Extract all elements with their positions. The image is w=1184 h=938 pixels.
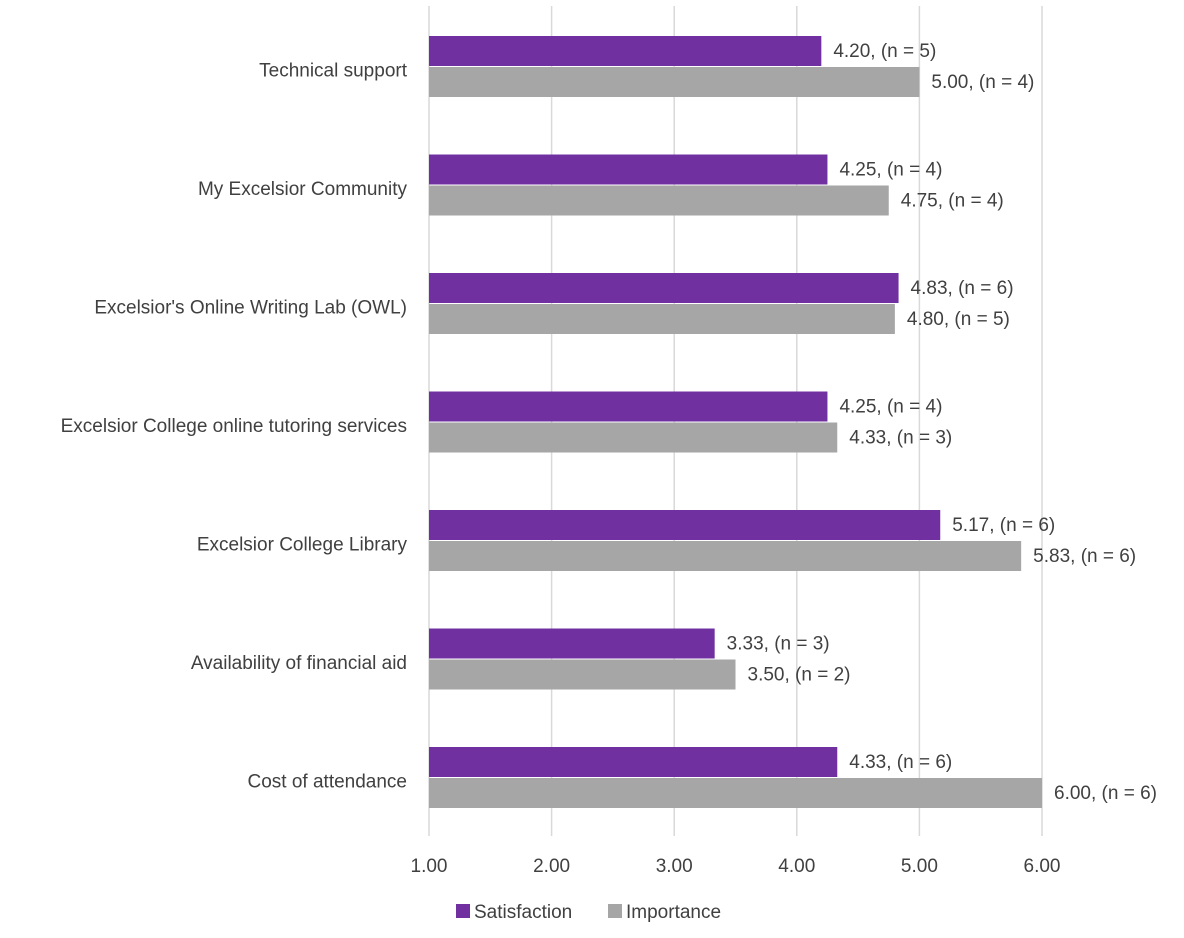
- category-label: Excelsior's Online Writing Lab (OWL): [94, 297, 407, 318]
- data-label: 4.33, (n = 6): [849, 752, 952, 773]
- category-label: Excelsior College online tutoring servic…: [61, 416, 407, 437]
- bar-importance: [429, 422, 838, 453]
- bars: [429, 36, 1042, 808]
- data-label: 4.25, (n = 4): [839, 160, 942, 181]
- legend: Satisfaction Importance: [456, 902, 721, 923]
- bar-satisfaction: [429, 154, 828, 185]
- legend-label: Satisfaction: [474, 902, 572, 923]
- data-label: 5.00, (n = 4): [931, 72, 1034, 93]
- x-tick-label: 3.00: [656, 856, 693, 877]
- category-label: Technical support: [259, 60, 408, 81]
- data-label: 6.00, (n = 6): [1054, 783, 1157, 804]
- data-label: 4.33, (n = 3): [849, 428, 952, 449]
- data-label: 4.80, (n = 5): [907, 309, 1010, 330]
- x-tick-label: 6.00: [1024, 856, 1061, 877]
- x-tick-label: 1.00: [411, 856, 448, 877]
- bar-importance: [429, 67, 920, 97]
- bar-importance: [429, 185, 889, 216]
- data-label: 4.20, (n = 5): [833, 41, 936, 62]
- bar-satisfaction: [429, 391, 828, 422]
- data-label: 3.33, (n = 3): [727, 634, 830, 655]
- bar-satisfaction: [429, 628, 715, 659]
- data-label: 5.83, (n = 6): [1033, 546, 1136, 567]
- bar-satisfaction: [429, 36, 822, 66]
- category-label: My Excelsior Community: [198, 179, 408, 200]
- data-label: 4.83, (n = 6): [911, 278, 1014, 299]
- legend-swatch: [608, 904, 622, 918]
- bar-satisfaction: [429, 747, 838, 777]
- bar-importance: [429, 304, 895, 334]
- category-labels: Technical support My Excelsior Community E…: [61, 60, 408, 792]
- bar-importance: [429, 541, 1022, 571]
- data-label: 4.75, (n = 4): [901, 191, 1004, 212]
- bar-satisfaction: [429, 510, 941, 540]
- legend-label: Importance: [626, 902, 721, 923]
- data-label: 4.25, (n = 4): [839, 397, 942, 418]
- bar-importance: [429, 659, 736, 690]
- data-labels: 4.20, (n = 5) 5.00, (n = 4) 4.25, (n = 4) 4…: [727, 41, 1157, 804]
- x-tick-label: 4.00: [778, 856, 815, 877]
- data-label: 5.17, (n = 6): [952, 515, 1055, 536]
- x-tick-label: 2.00: [533, 856, 570, 877]
- bar-importance: [429, 778, 1042, 808]
- category-label: Cost of attendance: [248, 771, 408, 792]
- category-label: Excelsior College Library: [197, 534, 408, 555]
- x-axis-ticks: 1.00 2.00 3.00 4.00 5.00 6.00: [411, 856, 1061, 877]
- category-label: Availability of financial aid: [191, 653, 407, 674]
- bar-satisfaction: [429, 273, 899, 303]
- x-tick-label: 5.00: [901, 856, 938, 877]
- data-label: 3.50, (n = 2): [748, 665, 851, 686]
- legend-swatch: [456, 904, 470, 918]
